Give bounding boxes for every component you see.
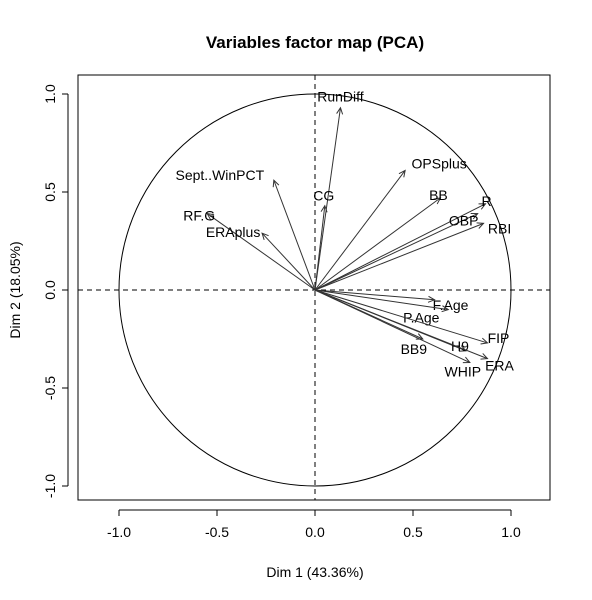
y-tick-label: -0.5 [42,376,58,400]
arrowhead-cg [320,204,328,213]
label-bb9: BB9 [401,341,428,357]
variable-whip: WHIP [314,289,482,380]
arrow-r [314,203,486,291]
variable-bb: BB [314,187,448,291]
label-rf-g: RF.G [183,208,215,224]
variable-fip: FIP [314,289,510,346]
x-tick-label: -0.5 [205,524,229,540]
label-bb: BB [429,187,448,203]
arrowhead-whip [462,356,471,364]
y-tick-label: 1.0 [42,84,58,104]
arrowhead-fip [480,337,489,345]
arrow-f-age [314,289,435,301]
label-h9: H9 [451,338,469,354]
arrow-eraplus [261,232,316,291]
arrowhead-obp [470,212,479,220]
arrowhead-eraplus [261,232,269,240]
x-tick-label: 1.0 [501,524,521,540]
label-era: ERA [485,358,514,374]
variable-r: R [314,193,492,291]
arrowhead-p-age [441,305,450,313]
label-whip: WHIP [445,364,482,380]
variable-rundiff: RunDiff [314,89,364,291]
label-eraplus: ERAplus [206,224,260,240]
arrow-bb [314,197,441,291]
variable-p-age: P.Age [314,289,450,326]
y-tick-label: 0.0 [42,280,58,300]
variable-obp: OBP [314,212,479,291]
x-axis-title: Dim 1 (43.36%) [266,564,363,580]
arrow-sept-winpct [273,180,316,291]
label-r: R [481,193,491,209]
variable-cg: CG [313,188,334,291]
y-axis-title: Dim 2 (18.05%) [7,241,23,338]
arrowhead-era [480,353,489,360]
variable-rbi: RBI [314,220,511,291]
label-rbi: RBI [488,220,511,236]
chart-title: Variables factor map (PCA) [206,33,424,52]
arrowhead-sept-winpct [272,179,280,188]
x-tick-label: -1.0 [107,524,131,540]
plot-area: -1.0 -0.5 0.0 0.5 1.0 -1.0 -0.5 0.0 0.5 1.0 RunDif… [42,74,551,540]
label-cg: CG [313,188,334,204]
arrow-whip [314,289,471,363]
arrowhead-bb [433,197,442,205]
variable-era: ERA [314,289,515,374]
arrow-p-age [314,289,449,311]
variable-rf-g: RF.G [183,208,316,291]
arrowhead-opsplus [398,169,406,178]
arrow-cg [314,205,326,291]
x-tick-label: 0.0 [305,524,325,540]
arrowhead-rbi [476,222,485,229]
arrow-rundiff [314,107,341,291]
x-tick-label: 0.5 [403,524,423,540]
label-fip: FIP [488,330,510,346]
arrowhead-rf-g [206,212,215,220]
label-p-age: P.Age [403,310,440,326]
variable-opsplus: OPSplus [314,155,467,291]
arrowhead-f-age [427,295,436,303]
arrowhead-rundiff [336,106,344,115]
arrowhead-r [478,203,487,210]
variable-eraplus: ERAplus [206,224,316,291]
y-tick-label: -1.0 [42,474,58,498]
y-tick-label: 0.5 [42,182,58,202]
arrowhead-bb9 [415,333,424,340]
arrow-era [314,289,488,360]
arrow-fip [314,289,488,344]
arrow-rbi [314,222,484,291]
label-rundiff: RunDiff [317,89,364,105]
arrow-opsplus [314,170,406,291]
arrow-obp [314,213,478,291]
label-opsplus: OPSplus [412,155,467,171]
arrowhead-h9 [458,345,467,352]
arrow-rf-g [206,213,316,291]
label-obp: OBP [449,213,479,229]
plot-frame [77,74,551,501]
variable-sept-winpct: Sept..WinPCT [175,167,316,291]
label-sept-winpct: Sept..WinPCT [175,167,264,183]
